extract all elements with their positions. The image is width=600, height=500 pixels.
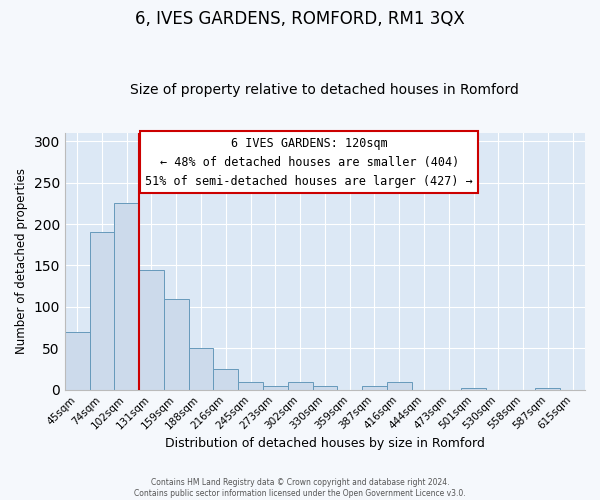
Text: 6, IVES GARDENS, ROMFORD, RM1 3QX: 6, IVES GARDENS, ROMFORD, RM1 3QX [135,10,465,28]
Bar [89,232,115,390]
Bar [288,382,313,390]
Bar [362,386,387,390]
Y-axis label: Number of detached properties: Number of detached properties [15,168,28,354]
Bar [65,332,89,390]
Bar [461,388,486,390]
Bar [387,382,412,390]
Bar [313,386,337,390]
Bar [139,270,164,390]
Text: 6 IVES GARDENS: 120sqm
← 48% of detached houses are smaller (404)
51% of semi-de: 6 IVES GARDENS: 120sqm ← 48% of detached… [145,136,473,188]
Bar [164,298,188,390]
Bar [188,348,214,390]
Bar [238,382,263,390]
Text: Contains HM Land Registry data © Crown copyright and database right 2024.
Contai: Contains HM Land Registry data © Crown c… [134,478,466,498]
Title: Size of property relative to detached houses in Romford: Size of property relative to detached ho… [130,83,520,97]
Bar [115,204,139,390]
Bar [214,369,238,390]
X-axis label: Distribution of detached houses by size in Romford: Distribution of detached houses by size … [165,437,485,450]
Bar [535,388,560,390]
Bar [263,386,288,390]
